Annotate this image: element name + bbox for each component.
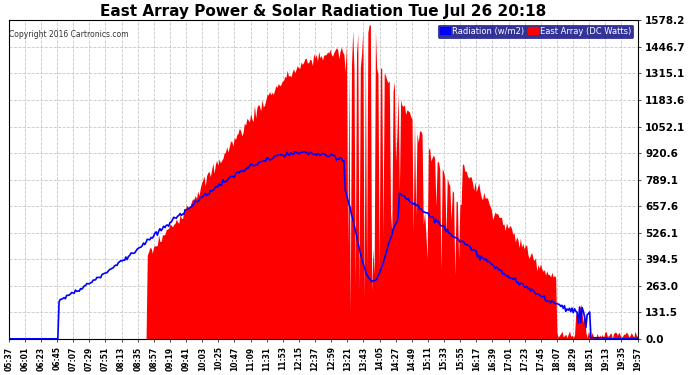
Title: East Array Power & Solar Radiation Tue Jul 26 20:18: East Array Power & Solar Radiation Tue J… xyxy=(100,4,546,19)
Text: Copyright 2016 Cartronics.com: Copyright 2016 Cartronics.com xyxy=(9,30,129,39)
Legend: Radiation (w/m2), East Array (DC Watts): Radiation (w/m2), East Array (DC Watts) xyxy=(437,24,633,38)
